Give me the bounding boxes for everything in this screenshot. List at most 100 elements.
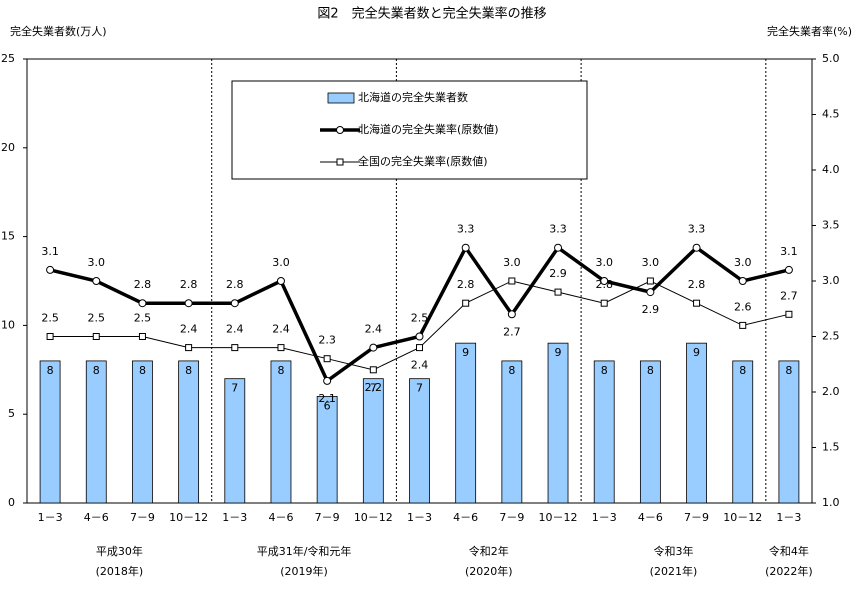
bar-value-label: 6 bbox=[324, 399, 331, 412]
x-tick-label: 7－9 bbox=[315, 511, 340, 524]
marker bbox=[646, 288, 655, 297]
bar bbox=[501, 360, 523, 504]
marker bbox=[184, 299, 193, 308]
marker bbox=[231, 344, 239, 352]
line-value-label: 2.8 bbox=[457, 278, 475, 291]
bar-value-label: 8 bbox=[277, 364, 284, 377]
marker bbox=[462, 299, 470, 307]
bar-value-label: 9 bbox=[555, 346, 562, 359]
x-tick-label: 10－12 bbox=[539, 511, 578, 524]
bar bbox=[224, 378, 246, 504]
marker bbox=[646, 277, 654, 285]
line-value-label: 2.4 bbox=[180, 323, 198, 336]
line-value-label: 2.6 bbox=[734, 300, 752, 313]
bar bbox=[39, 360, 61, 504]
marker bbox=[600, 277, 609, 285]
x-tick-label: 7－9 bbox=[684, 511, 709, 524]
x-tick-label: 1－3 bbox=[407, 511, 432, 524]
group-label: (2019年) bbox=[280, 564, 328, 578]
line-value-label: 2.3 bbox=[318, 334, 336, 347]
bar bbox=[270, 360, 292, 504]
marker bbox=[461, 243, 470, 252]
group-label: 令和3年 bbox=[653, 544, 693, 558]
x-tick-label: 7－9 bbox=[130, 511, 155, 524]
y2-tick-label: 3.5 bbox=[822, 219, 840, 232]
group-label: (2018年) bbox=[96, 564, 144, 578]
x-tick-label: 1－3 bbox=[776, 511, 801, 524]
line-value-label: 2.5 bbox=[41, 312, 59, 325]
line-value-label: 3.0 bbox=[734, 256, 752, 269]
group-label: 平成30年 bbox=[96, 544, 143, 558]
x-tick-label: 4－6 bbox=[453, 511, 478, 524]
marker bbox=[692, 243, 701, 252]
y-tick-label: 5 bbox=[8, 407, 15, 420]
bar bbox=[732, 360, 754, 504]
marker bbox=[784, 265, 793, 274]
marker bbox=[185, 344, 193, 352]
marker bbox=[416, 344, 423, 352]
line-value-label: 2.8 bbox=[688, 278, 706, 291]
line-value-label: 3.1 bbox=[780, 245, 798, 258]
marker bbox=[277, 344, 285, 352]
y2-tick-label: 4.0 bbox=[822, 163, 840, 176]
marker bbox=[46, 265, 55, 274]
line-value-label: 2.8 bbox=[595, 278, 613, 291]
line-value-label: 2.4 bbox=[226, 323, 244, 336]
y2-tick-label: 4.5 bbox=[822, 108, 840, 121]
line bbox=[50, 280, 790, 371]
y2-tick-label: 3.0 bbox=[822, 274, 840, 287]
x-tick-label: 10－12 bbox=[169, 511, 208, 524]
y2-tick-label: 1.5 bbox=[822, 441, 840, 454]
x-tick-label: 10－12 bbox=[723, 511, 762, 524]
line-value-label: 2.8 bbox=[180, 278, 198, 291]
line-value-label: 2.4 bbox=[411, 359, 429, 372]
legend-marker bbox=[336, 126, 344, 134]
marker bbox=[276, 277, 285, 285]
bar-value-label: 9 bbox=[462, 346, 469, 359]
bar-value-label: 8 bbox=[508, 364, 515, 377]
line-value-label: 2.4 bbox=[365, 323, 383, 336]
legend-swatch bbox=[327, 92, 355, 104]
bar bbox=[639, 360, 661, 504]
marker bbox=[92, 277, 101, 285]
line-value-label: 2.7 bbox=[780, 289, 798, 302]
marker bbox=[138, 299, 147, 308]
y-tick-label: 25 bbox=[1, 52, 15, 65]
legend-label: 北海道の完全失業率(原数値) bbox=[358, 122, 499, 136]
marker bbox=[738, 277, 747, 285]
y-tick-label: 10 bbox=[1, 318, 15, 331]
bar bbox=[132, 360, 153, 504]
bar-value-label: 8 bbox=[47, 364, 54, 377]
y2-tick-label: 2.0 bbox=[822, 385, 840, 398]
marker bbox=[46, 333, 54, 340]
line-value-label: 3.3 bbox=[457, 223, 475, 236]
bar-value-label: 7 bbox=[370, 382, 377, 395]
line-value-label: 2.8 bbox=[226, 278, 244, 291]
bar-value-label: 8 bbox=[185, 364, 192, 377]
line-value-label: 2.5 bbox=[88, 312, 106, 325]
x-tick-label: 7－9 bbox=[499, 511, 524, 524]
line-value-label: 3.0 bbox=[88, 256, 106, 269]
bar-value-label: 8 bbox=[139, 364, 146, 377]
bar-value-label: 8 bbox=[739, 364, 746, 377]
bar-value-label: 8 bbox=[601, 364, 608, 377]
marker bbox=[507, 310, 516, 319]
marker bbox=[369, 366, 377, 374]
line-value-label: 2.4 bbox=[272, 323, 290, 336]
marker bbox=[323, 355, 331, 363]
line-value-label: 2.7 bbox=[503, 325, 521, 338]
x-tick-label: 1－3 bbox=[38, 511, 63, 524]
line-value-label: 3.0 bbox=[642, 256, 660, 269]
line-value-label: 3.0 bbox=[272, 256, 290, 269]
bar bbox=[409, 378, 430, 504]
bar bbox=[778, 360, 800, 504]
marker bbox=[415, 332, 424, 341]
marker bbox=[739, 321, 747, 329]
bar-value-label: 8 bbox=[93, 364, 100, 377]
x-tick-label: 1－3 bbox=[222, 511, 247, 524]
legend-marker bbox=[336, 158, 344, 166]
bar-value-label: 9 bbox=[693, 346, 700, 359]
bar bbox=[316, 396, 338, 504]
bar-value-label: 7 bbox=[416, 382, 423, 395]
